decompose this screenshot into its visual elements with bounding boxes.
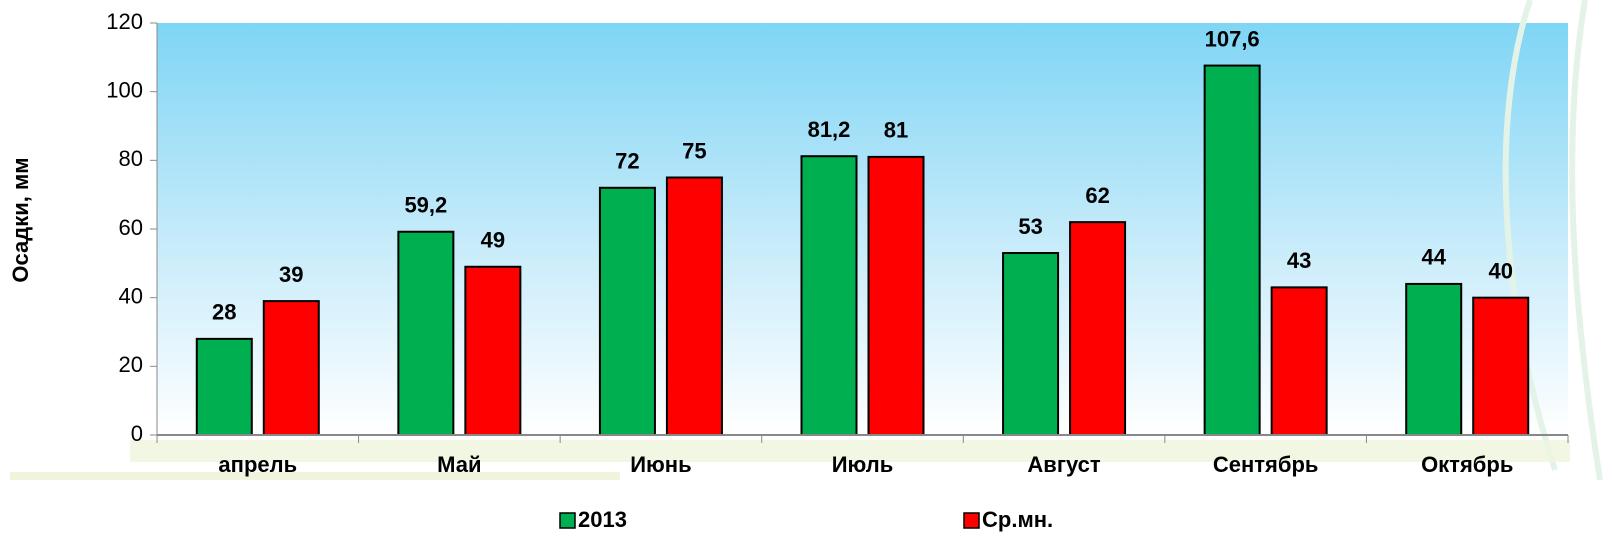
bar — [665, 176, 723, 436]
x-tick-label: Август — [1027, 452, 1100, 477]
bar — [1472, 296, 1530, 436]
bar — [598, 186, 656, 436]
bar — [1203, 64, 1261, 436]
bar — [195, 337, 253, 436]
plot-background — [157, 23, 1568, 435]
decoration — [1502, 0, 1558, 471]
y-tick-label: 40 — [119, 283, 143, 308]
data-label: 49 — [481, 228, 505, 253]
data-label: 75 — [682, 138, 706, 163]
bar — [1069, 221, 1127, 436]
x-tick-label: Май — [437, 452, 481, 477]
data-label: 72 — [615, 149, 639, 174]
y-tick-label: 120 — [106, 9, 143, 34]
bar — [800, 155, 858, 436]
bar — [1270, 286, 1328, 436]
y-tick-label: 60 — [119, 215, 143, 240]
data-label: 62 — [1085, 183, 1109, 208]
decoration — [10, 472, 620, 480]
bar — [1405, 282, 1463, 436]
bar — [397, 230, 455, 436]
data-label: 81,2 — [808, 117, 851, 142]
y-tick-label: 100 — [106, 77, 143, 102]
y-tick-label: 20 — [119, 352, 143, 377]
bar — [464, 265, 522, 436]
data-label: 59,2 — [404, 193, 447, 218]
x-tick-label: апрель — [218, 452, 297, 477]
legend-swatch — [559, 512, 576, 529]
data-label: 107,6 — [1205, 26, 1260, 51]
x-tick-label: Июнь — [630, 452, 691, 477]
x-tick-label: Октябрь — [1421, 452, 1513, 477]
legend-swatch — [963, 512, 980, 529]
data-label: 44 — [1421, 245, 1446, 270]
bar — [262, 300, 320, 436]
data-label: 81 — [884, 118, 908, 143]
legend-label: 2013 — [578, 507, 627, 532]
bar — [1002, 252, 1060, 436]
data-label: 43 — [1287, 248, 1311, 273]
data-label: 39 — [279, 262, 303, 287]
decoration — [130, 440, 1570, 462]
decoration — [1569, 0, 1603, 481]
y-axis-label: Осадки, мм — [8, 157, 33, 282]
bar — [867, 155, 925, 436]
data-label: 40 — [1488, 258, 1512, 283]
y-tick-label: 80 — [119, 146, 143, 171]
data-label: 28 — [212, 300, 236, 325]
y-tick-label: 0 — [131, 421, 143, 446]
legend-label: Ср.мн. — [982, 507, 1053, 532]
x-tick-label: Июль — [832, 452, 894, 477]
x-tick-label: Сентябрь — [1213, 452, 1319, 477]
data-label: 53 — [1018, 214, 1042, 239]
